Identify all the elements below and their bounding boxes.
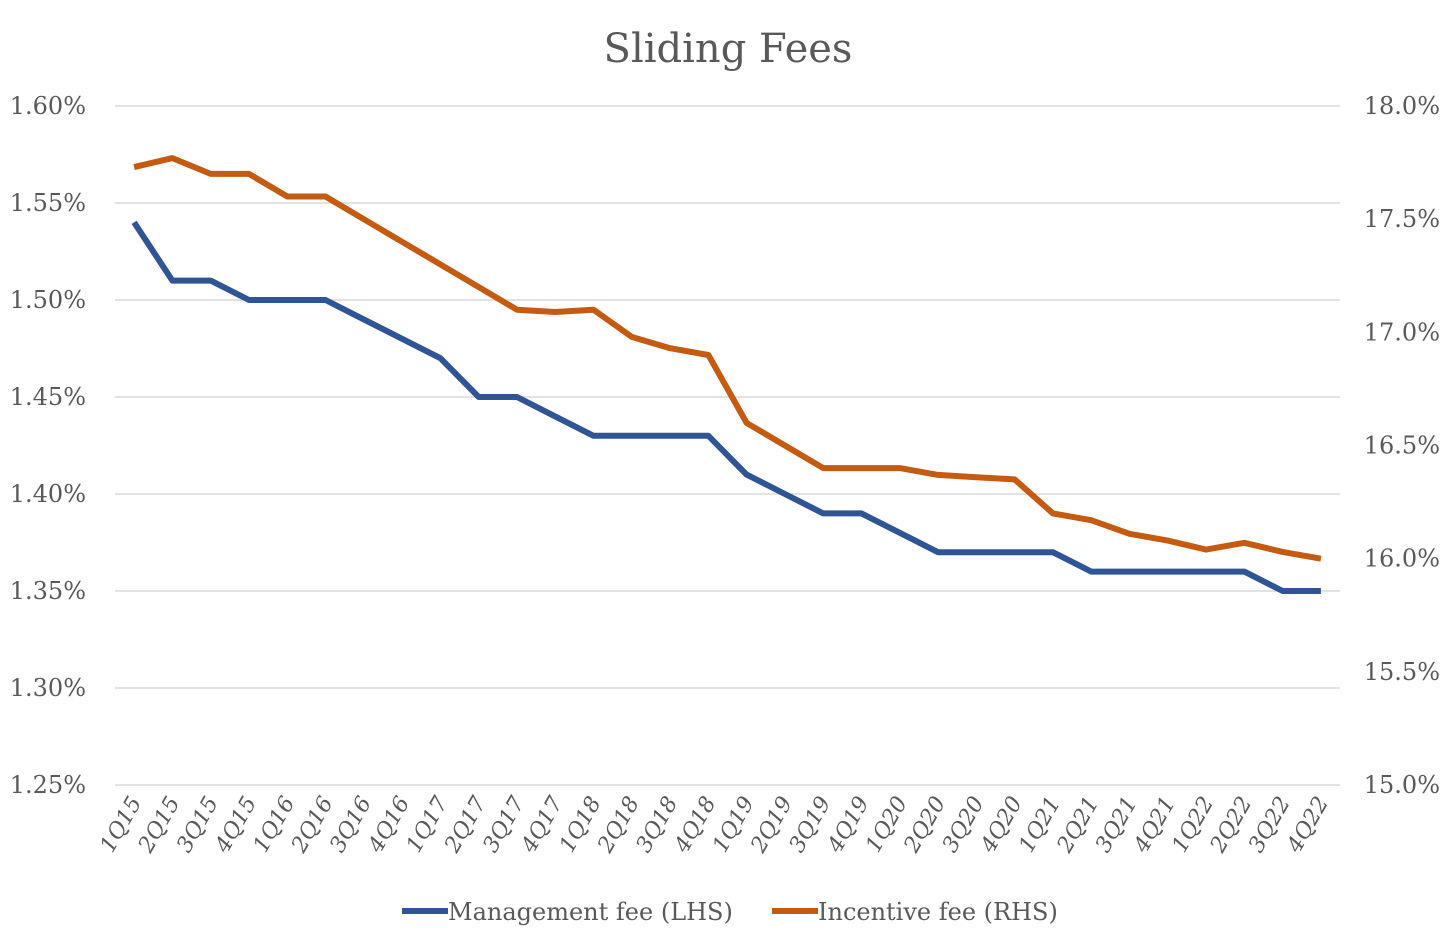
left-tick-label: 1.30% [10, 674, 86, 702]
x-axis: 1Q152Q153Q154Q151Q162Q163Q164Q161Q172Q17… [96, 793, 1334, 858]
legend: Management fee (LHS) Incentive fee (RHS) [402, 898, 1058, 926]
series-lines [131, 155, 1322, 594]
series-line-incentive-fee [133, 155, 1322, 562]
legend-label: Incentive fee (RHS) [818, 898, 1058, 926]
left-tick-label: 1.35% [10, 577, 86, 605]
right-tick-label: 15.0% [1364, 771, 1440, 799]
right-tick-label: 16.0% [1364, 545, 1440, 573]
right-tick-label: 15.5% [1364, 658, 1440, 686]
legend-item: Incentive fee (RHS) [772, 898, 1058, 926]
gridlines [115, 105, 1340, 786]
right-y-axis: 15.0% 15.5% 16.0% 16.5% 17.0% 17.5% 18.0% [1364, 92, 1440, 799]
right-tick-label: 17.0% [1364, 318, 1440, 346]
legend-item: Management fee (LHS) [402, 898, 733, 926]
left-tick-label: 1.45% [10, 383, 86, 411]
legend-label: Management fee (LHS) [448, 898, 733, 926]
left-tick-label: 1.60% [10, 92, 86, 120]
chart-title: Sliding Fees [604, 26, 853, 72]
right-tick-label: 16.5% [1364, 432, 1440, 460]
series-line-management-fee [131, 220, 1321, 594]
left-y-axis: 1.25% 1.30% 1.35% 1.40% 1.45% 1.50% 1.55% 1.60% [10, 92, 86, 799]
left-tick-label: 1.25% [10, 771, 86, 799]
left-tick-label: 1.55% [10, 189, 86, 217]
right-tick-label: 17.5% [1364, 205, 1440, 233]
right-tick-label: 18.0% [1364, 92, 1440, 120]
left-tick-label: 1.50% [10, 286, 86, 314]
left-tick-label: 1.40% [10, 480, 86, 508]
